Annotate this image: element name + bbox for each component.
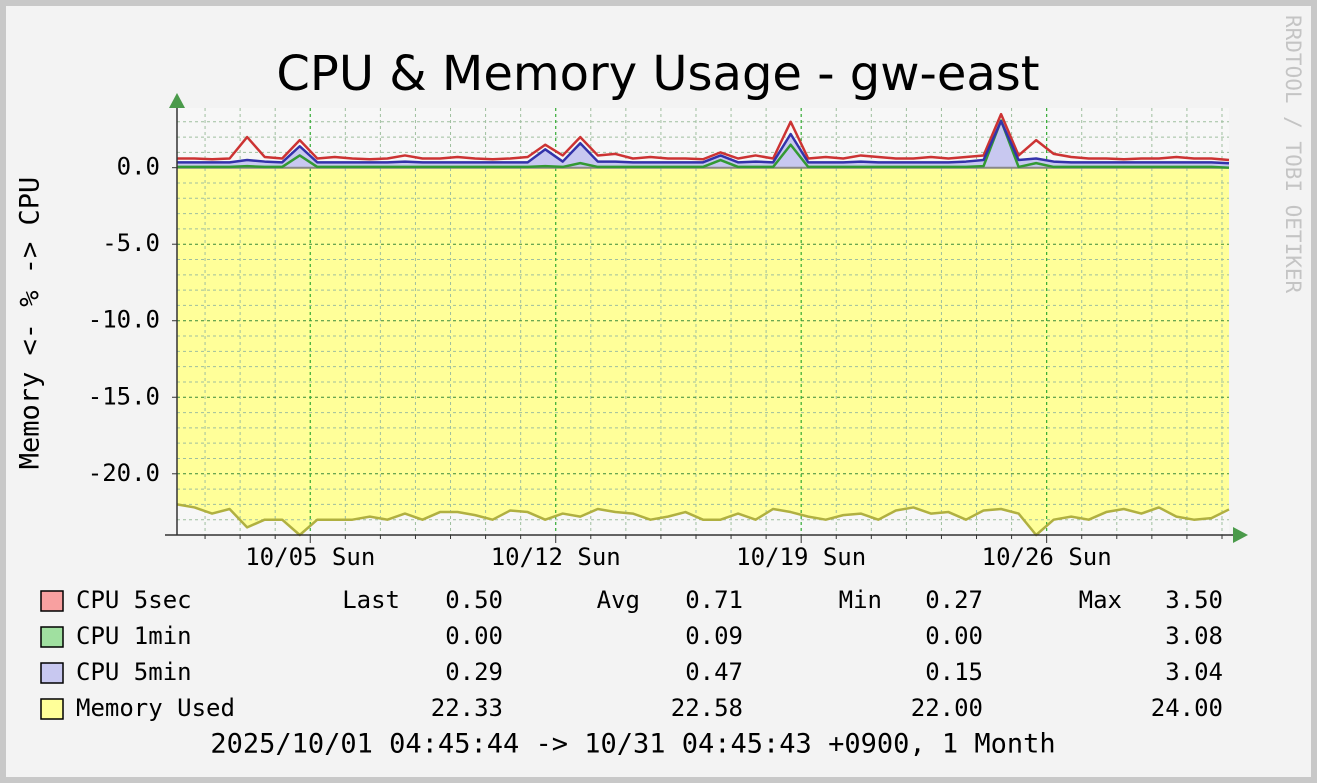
x-tick-label: 10/05 Sun — [245, 543, 375, 571]
legend-swatch — [40, 698, 64, 720]
series-line — [177, 119, 1230, 165]
stat-label: Min — [839, 586, 882, 614]
stat-value: 22.00 — [911, 694, 983, 722]
stat-value: 24.00 — [1151, 694, 1223, 722]
stat-label: Last — [342, 586, 400, 614]
stat-value: 22.58 — [671, 694, 743, 722]
legend-label: CPU 5sec — [76, 586, 192, 614]
stat-label: Avg — [597, 586, 640, 614]
stat-value: 0.00 — [925, 622, 983, 650]
legend-swatch — [40, 626, 64, 648]
stat-value: 3.08 — [1165, 622, 1223, 650]
legend-label: CPU 1min — [76, 622, 192, 650]
legend-swatch — [40, 662, 64, 684]
stat-value: 3.50 — [1165, 586, 1223, 614]
series-line — [176, 503, 1230, 537]
stat-label: Max — [1079, 586, 1122, 614]
x-tick-label: 10/26 Sun — [982, 543, 1112, 571]
stat-value: 0.27 — [925, 586, 983, 614]
stat-value: 0.50 — [445, 586, 503, 614]
y-axis-label: Memory <- % -> CPU — [15, 177, 46, 470]
stat-value: 0.47 — [685, 658, 743, 686]
stat-value: 0.00 — [445, 622, 503, 650]
stat-value: 0.71 — [685, 586, 743, 614]
chart-title: CPU & Memory Usage - gw-east — [276, 46, 1039, 102]
legend-label: Memory Used — [76, 694, 235, 722]
stat-value: 0.15 — [925, 658, 983, 686]
y-tick-label: -5.0 — [102, 229, 160, 257]
legend-label: CPU 5min — [76, 658, 192, 686]
x-tick-label: 10/19 Sun — [736, 543, 866, 571]
stat-value: 3.04 — [1165, 658, 1223, 686]
stat-value: 0.09 — [685, 622, 743, 650]
y-tick-label: 0.0 — [117, 153, 160, 181]
legend-swatch — [40, 590, 64, 612]
y-axis-arrow — [169, 93, 185, 108]
stat-value: 0.29 — [445, 658, 503, 686]
series-line — [177, 119, 1230, 169]
plot-area: 0.0 -5.0 -10.0 -15.0 -20.0 10/05 Sun 10/12 Sun… — [88, 93, 1248, 571]
legend: CPU 5sec Last 0.50 Avg 0.71 Min 0.27 Max 3.50 CPU… — [40, 586, 1223, 722]
y-tick-label: -20.0 — [88, 459, 160, 487]
x-axis-arrow — [1233, 527, 1248, 543]
y-tick-label: -10.0 — [88, 306, 160, 334]
footer: 2025/10/01 04:45:44 -> 10/31 04:45:43 +0… — [210, 729, 1055, 760]
watermark: RRDTOOL / TOBI OETIKER — [1281, 15, 1305, 294]
x-tick-label: 10/12 Sun — [491, 543, 621, 571]
y-tick-label: -15.0 — [88, 382, 160, 410]
series-line — [177, 112, 1230, 162]
stat-value: 22.33 — [431, 694, 503, 722]
